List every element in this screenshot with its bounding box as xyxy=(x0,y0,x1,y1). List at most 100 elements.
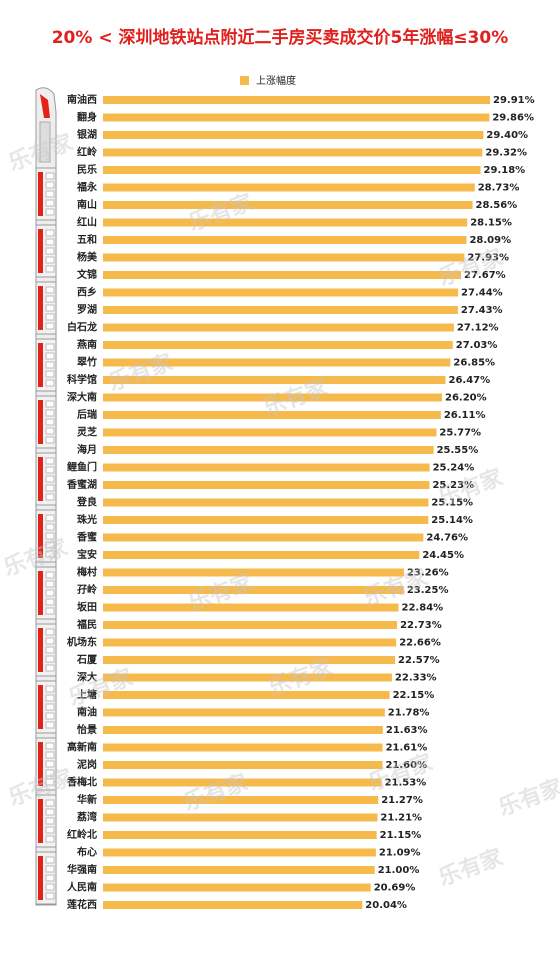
train-window xyxy=(45,721,55,729)
bar xyxy=(103,673,392,682)
bar xyxy=(103,866,375,874)
train-window xyxy=(45,589,55,597)
value-label: 25.24% xyxy=(433,463,475,474)
bar xyxy=(103,183,475,192)
train-window xyxy=(45,190,55,198)
bar xyxy=(103,551,420,559)
train-window xyxy=(45,760,55,768)
value-label: 22.33% xyxy=(395,673,437,684)
bar xyxy=(103,96,490,104)
train-window xyxy=(45,379,55,387)
value-label: 21.15% xyxy=(380,830,422,841)
train-window xyxy=(45,580,55,588)
value-label: 21.00% xyxy=(378,865,420,876)
category-label: 坂田 xyxy=(77,601,97,614)
value-label: 22.57% xyxy=(398,655,440,666)
category-label: 泥岗 xyxy=(77,758,97,771)
train-window xyxy=(45,694,55,702)
value-label: 28.73% xyxy=(478,183,520,194)
value-label: 21.63% xyxy=(386,725,428,736)
category-label: 福民 xyxy=(76,618,97,631)
category-label: 南山 xyxy=(77,198,97,211)
train-window xyxy=(45,343,55,351)
value-label: 25.55% xyxy=(437,445,479,456)
value-label: 21.61% xyxy=(386,743,428,754)
category-label: 罗湖 xyxy=(77,303,97,316)
value-label: 29.86% xyxy=(492,113,534,124)
train-window xyxy=(45,637,55,645)
category-label: 莲花西 xyxy=(67,898,97,911)
category-label: 深大 xyxy=(77,671,97,684)
train-window xyxy=(45,685,55,693)
bar xyxy=(103,638,397,647)
train-window xyxy=(45,436,55,444)
train-window xyxy=(45,247,55,255)
train-window xyxy=(45,835,55,843)
train-window xyxy=(45,172,55,180)
train-window xyxy=(45,817,55,825)
category-label: 后瑞 xyxy=(77,408,97,421)
train-window xyxy=(45,865,55,873)
value-label: 20.69% xyxy=(374,883,416,894)
bar xyxy=(103,358,451,367)
bar xyxy=(103,691,390,699)
train-stripe xyxy=(38,742,43,786)
train-window xyxy=(45,646,55,654)
value-label: 27.93% xyxy=(467,253,509,264)
category-label: 梅村 xyxy=(77,566,97,579)
category-label: 珠光 xyxy=(77,513,97,526)
category-label: 南油西 xyxy=(67,93,97,106)
value-label: 25.23% xyxy=(432,480,474,491)
value-label: 26.11% xyxy=(444,410,486,421)
bar xyxy=(103,323,454,332)
value-label: 27.44% xyxy=(461,288,503,299)
train-window xyxy=(45,607,55,615)
value-label: 20.04% xyxy=(365,900,407,911)
value-label: 24.45% xyxy=(422,550,464,561)
train-window xyxy=(45,826,55,834)
value-label: 28.15% xyxy=(470,218,512,229)
bar xyxy=(103,463,430,472)
train-window xyxy=(45,598,55,606)
train-window xyxy=(45,703,55,711)
train-window xyxy=(45,571,55,579)
train-window xyxy=(45,427,55,435)
bar xyxy=(103,306,458,314)
bar xyxy=(103,393,442,402)
bar xyxy=(103,201,473,209)
value-label: 22.66% xyxy=(399,638,441,649)
train-window xyxy=(45,751,55,759)
train-window xyxy=(45,808,55,816)
train-stripe xyxy=(38,343,43,387)
category-label: 机场东 xyxy=(67,636,97,649)
train-window xyxy=(45,304,55,312)
value-label: 28.09% xyxy=(469,235,511,246)
train-window xyxy=(45,466,55,474)
train-stripe xyxy=(38,229,43,273)
bar xyxy=(103,901,363,909)
category-label: 翻身 xyxy=(77,111,97,124)
train-window xyxy=(45,229,55,237)
train-window xyxy=(45,532,55,540)
bar xyxy=(103,516,429,524)
bar xyxy=(103,166,481,174)
category-label: 文锦 xyxy=(77,268,97,281)
train-window xyxy=(45,856,55,864)
bar xyxy=(103,656,396,664)
bar xyxy=(103,848,376,857)
category-label: 怡景 xyxy=(77,723,97,736)
value-label: 29.32% xyxy=(485,148,527,159)
bar xyxy=(103,726,383,734)
category-label: 南油 xyxy=(77,706,97,719)
bar xyxy=(103,813,378,822)
bar xyxy=(103,148,483,157)
chart-title: 20% < 深圳地铁站点附近二手房买卖成交价5年涨幅≤30% xyxy=(52,27,509,48)
category-label: 上塘 xyxy=(77,688,97,701)
value-label: 26.85% xyxy=(453,358,495,369)
value-label: 22.84% xyxy=(402,603,444,614)
value-label: 25.14% xyxy=(431,515,473,526)
train-window xyxy=(45,883,55,891)
train-window xyxy=(45,799,55,807)
